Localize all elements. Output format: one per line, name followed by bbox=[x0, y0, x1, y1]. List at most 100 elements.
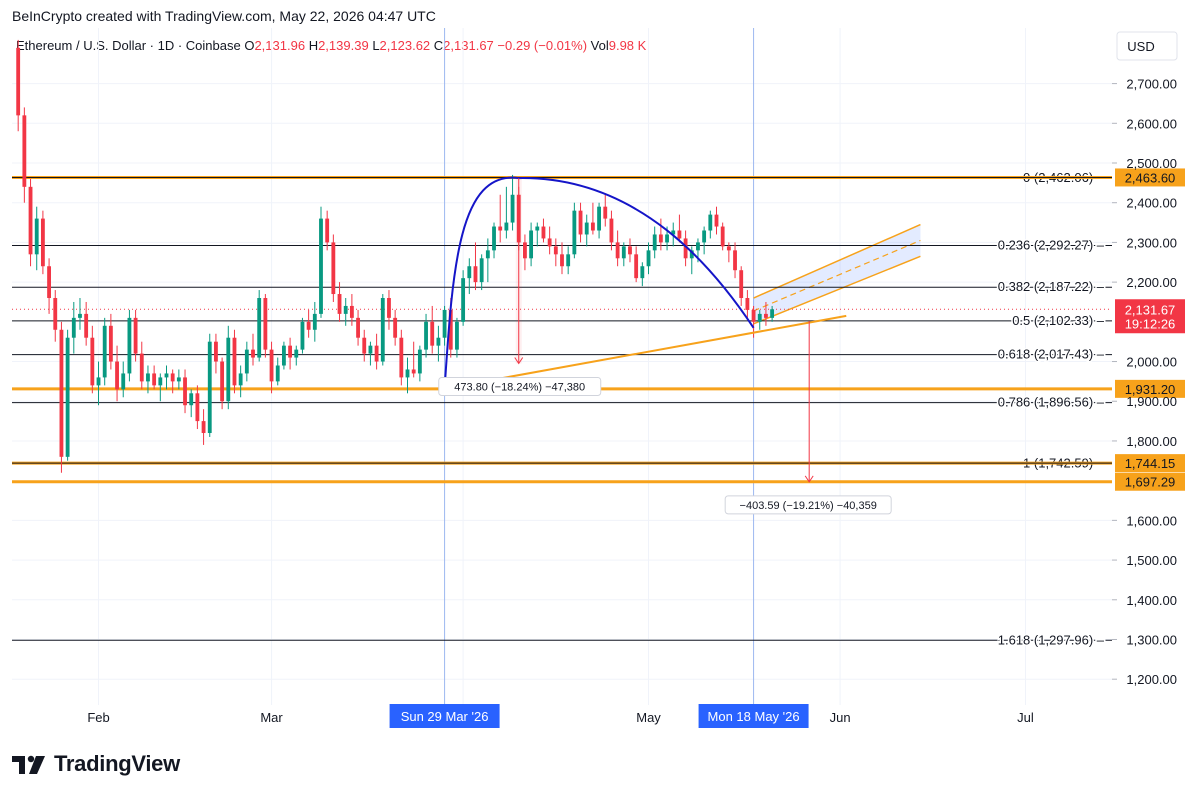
candle-body bbox=[467, 266, 472, 279]
candle-body bbox=[529, 230, 534, 259]
candle-body bbox=[84, 313, 89, 338]
candle-body bbox=[492, 226, 496, 251]
price-tick: 1,300.00 bbox=[1126, 632, 1177, 647]
candle-body bbox=[702, 230, 707, 243]
horizontal-lines: 0 (2,462.06) –0.236 (2,292.27) –0.382 (2… bbox=[12, 169, 1112, 649]
candle-body bbox=[158, 377, 163, 386]
time-tick: Feb bbox=[87, 710, 109, 725]
candle-body bbox=[436, 337, 441, 346]
candle-body bbox=[634, 254, 639, 279]
candle-body bbox=[16, 47, 21, 116]
candle-body bbox=[207, 341, 212, 434]
measure-label-box bbox=[438, 377, 602, 397]
candle-body bbox=[572, 210, 577, 255]
candle-body bbox=[22, 115, 27, 187]
price-badge bbox=[1115, 454, 1185, 473]
candle-body bbox=[380, 298, 385, 362]
time-tick: May bbox=[636, 710, 661, 725]
candle-body bbox=[374, 345, 379, 362]
rising-trendline bbox=[444, 314, 847, 390]
flag-upper-line bbox=[753, 223, 921, 299]
candlesticks bbox=[16, 39, 775, 473]
tradingview-logo[interactable]: TradingView bbox=[12, 751, 180, 777]
price-tick: 1,900.00 bbox=[1126, 394, 1177, 409]
candle-body bbox=[170, 373, 175, 382]
flag-lower-line bbox=[753, 255, 921, 325]
candle-body bbox=[757, 313, 762, 322]
candle-body bbox=[34, 218, 39, 255]
candle-body bbox=[96, 377, 101, 386]
close-value: 2,131.67 bbox=[443, 38, 494, 53]
candle-body bbox=[461, 278, 466, 322]
candle-body bbox=[349, 305, 354, 318]
volume-label: Vol bbox=[590, 38, 609, 53]
candle-body bbox=[405, 369, 410, 378]
candle-body bbox=[337, 294, 342, 314]
candle-body bbox=[733, 250, 737, 271]
high-label: H bbox=[308, 38, 319, 53]
candle-body bbox=[621, 246, 626, 259]
measure-label: −403.59 (−19.21%) −40,359 bbox=[740, 500, 877, 512]
candle-body bbox=[102, 325, 107, 378]
candle-body bbox=[47, 266, 51, 299]
candle-body bbox=[152, 373, 157, 386]
price-tick: 1,400.00 bbox=[1126, 593, 1177, 608]
price-tick: 2,400.00 bbox=[1126, 196, 1177, 211]
caption: BeInCrypto created with TradingView.com,… bbox=[12, 8, 436, 24]
candle-body bbox=[90, 337, 95, 386]
open-label: O bbox=[244, 38, 255, 53]
candle-body bbox=[652, 234, 657, 251]
candle-body bbox=[553, 246, 558, 255]
candle-body bbox=[720, 226, 725, 247]
candle-body bbox=[473, 266, 478, 283]
symbol-legend: Ethereum / U.S. Dollar · 1D · Coinbase O… bbox=[16, 38, 646, 53]
candle-body bbox=[417, 349, 422, 374]
price-axis[interactable]: 2,463.60 1,931.20 1,744.15 1,697.29 2,131.67… bbox=[1112, 77, 1185, 688]
candle-body bbox=[714, 214, 719, 227]
time-tick: Mar bbox=[260, 710, 283, 725]
candle-body bbox=[40, 218, 45, 267]
candle-body bbox=[368, 345, 373, 354]
candle-body bbox=[541, 226, 546, 239]
candle-body bbox=[343, 305, 348, 314]
price-badge-label: 1,744.15 bbox=[1125, 456, 1176, 471]
fib-label: 0.236 (2,292.27) – bbox=[998, 237, 1105, 252]
candle-body bbox=[108, 325, 113, 362]
candle-body bbox=[485, 250, 490, 259]
price-tick: 1,500.00 bbox=[1126, 553, 1177, 568]
candle-body bbox=[726, 246, 731, 251]
highlight-date-label: Mon 18 May '26 bbox=[708, 709, 800, 724]
candle-body bbox=[59, 329, 64, 457]
candle-body bbox=[53, 298, 58, 330]
price-tick: 2,500.00 bbox=[1126, 156, 1177, 171]
candle-body bbox=[479, 258, 484, 283]
candle-body bbox=[263, 298, 268, 350]
candle-body bbox=[183, 377, 187, 406]
candle-body bbox=[269, 349, 274, 382]
candle-body bbox=[560, 254, 564, 267]
candle-body bbox=[597, 206, 601, 231]
candle-body bbox=[214, 341, 218, 362]
currency-button[interactable]: USD bbox=[1116, 31, 1178, 61]
candle-body bbox=[510, 194, 515, 223]
measure-arrow-head bbox=[804, 475, 814, 483]
measure-arrow-head bbox=[514, 357, 524, 365]
candle-body bbox=[189, 393, 194, 406]
candle-body bbox=[226, 337, 231, 402]
drawings: 473.80 (−18.24%) −47,380 −403.59 (−19.21%… bbox=[438, 176, 892, 515]
candle-body bbox=[424, 321, 428, 350]
candle-body bbox=[201, 421, 206, 434]
grid-lines bbox=[12, 28, 1112, 705]
symbol-name[interactable]: Ethereum / U.S. Dollar · 1D · Coinbase bbox=[16, 38, 241, 53]
candle-body bbox=[220, 361, 225, 402]
candle-body bbox=[387, 298, 391, 318]
highlight-vertical-lines bbox=[444, 28, 755, 705]
candle-body bbox=[658, 234, 663, 243]
price-tick: 1,200.00 bbox=[1126, 672, 1177, 687]
candle-body bbox=[238, 373, 243, 386]
price-tick: 2,200.00 bbox=[1126, 275, 1177, 290]
price-badge-label: 2,463.60 bbox=[1125, 170, 1176, 185]
candle-body bbox=[121, 373, 126, 390]
